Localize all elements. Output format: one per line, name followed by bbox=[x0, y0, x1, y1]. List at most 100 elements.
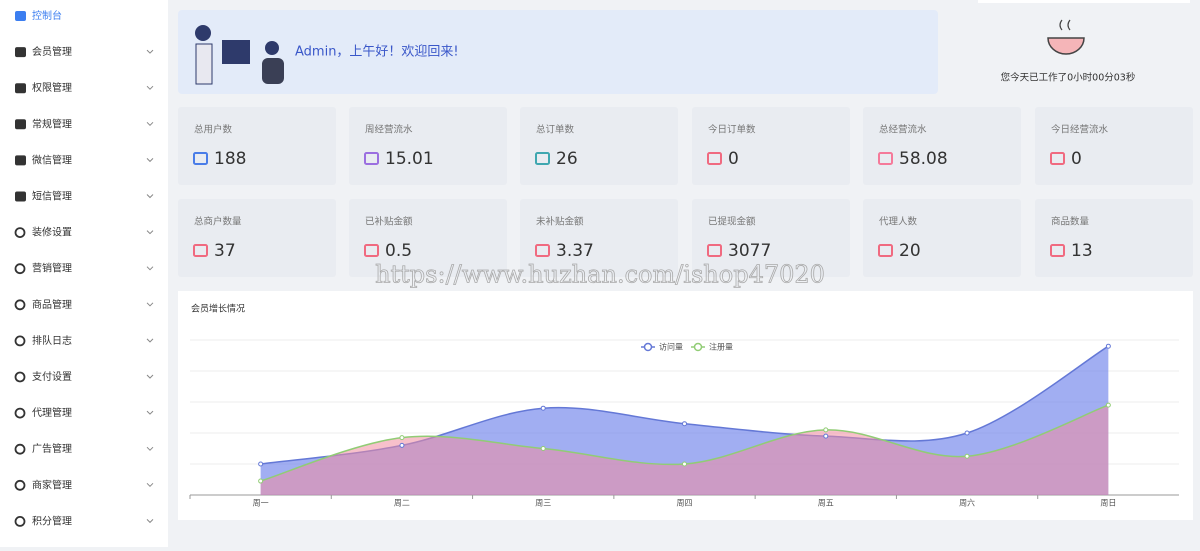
menu-label: 支付设置 bbox=[32, 370, 72, 383]
stat-value: 0.5 bbox=[385, 241, 412, 261]
menu-item[interactable]: 代理管理 bbox=[14, 406, 154, 419]
menu-item[interactable]: 微信管理 bbox=[15, 153, 154, 166]
sidebar bbox=[0, 0, 168, 547]
stat-card: 周经营流水 15.01 bbox=[349, 107, 507, 185]
stat-card-bg bbox=[178, 107, 336, 185]
menu-label: 积分管理 bbox=[32, 514, 72, 527]
point bbox=[823, 427, 829, 433]
chevron bbox=[146, 302, 154, 307]
stat-card: 今日经营流水 0 bbox=[1035, 107, 1193, 185]
point bbox=[399, 435, 405, 441]
menu-item[interactable]: 营销管理 bbox=[14, 262, 154, 275]
stat-label: 已提现金额 bbox=[708, 216, 756, 228]
menu-item[interactable]: 控制台 bbox=[15, 9, 62, 22]
x-tick-label: 周三 bbox=[535, 499, 551, 508]
point bbox=[682, 421, 687, 427]
menu-icon bbox=[15, 155, 26, 166]
stat-icon bbox=[364, 152, 379, 165]
stat-card: 总商户数量 37 bbox=[178, 199, 336, 277]
chevron bbox=[146, 158, 154, 163]
stat-label: 已补贴金额 bbox=[365, 216, 413, 228]
menu-item[interactable]: 短信管理 bbox=[15, 190, 154, 203]
stat-card: 总订单数 26 bbox=[520, 107, 678, 185]
stat-value: 37 bbox=[214, 241, 236, 261]
chevron bbox=[146, 194, 154, 199]
area bbox=[260, 405, 1109, 495]
menu-icon bbox=[14, 227, 26, 239]
chevron bbox=[146, 230, 154, 235]
point bbox=[540, 446, 546, 451]
menu-item[interactable]: 装修设置 bbox=[14, 226, 154, 239]
menu-icon bbox=[14, 479, 26, 491]
point bbox=[1105, 402, 1111, 408]
stat-icon bbox=[878, 152, 893, 165]
stat-value: 13 bbox=[1071, 241, 1093, 261]
stat-card: 代理人数 20 bbox=[863, 199, 1021, 277]
menu-label: 商品管理 bbox=[32, 298, 72, 311]
menu-label: 广告管理 bbox=[32, 442, 72, 455]
stat-card: 总用户数 188 bbox=[178, 107, 336, 185]
menu-item[interactable]: 商家管理 bbox=[14, 478, 154, 491]
menu-icon bbox=[14, 516, 26, 527]
stat-card: 未补贴金额 3.37 bbox=[520, 199, 678, 277]
chevron bbox=[146, 85, 154, 90]
menu-label: 排队日志 bbox=[32, 334, 72, 347]
menu-label: 权限管理 bbox=[32, 81, 72, 94]
stat-card: 已补贴金额 0.5 bbox=[349, 199, 507, 277]
stat-card: 今日订单数 0 bbox=[692, 107, 850, 185]
x-tick-label: 周四 bbox=[677, 499, 693, 508]
legend-label: 访问量 bbox=[659, 342, 683, 352]
stat-label: 总经营流水 bbox=[879, 124, 927, 136]
stat-icon bbox=[193, 244, 208, 257]
menu-item[interactable]: 商品管理 bbox=[14, 298, 154, 311]
timer-text: 您今天已工作了0小时00分03秒 bbox=[1001, 72, 1136, 84]
stat-value: 26 bbox=[556, 149, 578, 169]
menu-label: 常规管理 bbox=[32, 117, 72, 130]
point bbox=[258, 478, 264, 484]
stat-card-bg bbox=[178, 199, 336, 277]
chevron bbox=[146, 446, 154, 451]
stat-icon bbox=[1050, 152, 1065, 165]
menu-item[interactable]: 支付设置 bbox=[14, 370, 154, 383]
illustration-person bbox=[195, 25, 211, 41]
watermark: https://www.huzhan.com/ishop47020 bbox=[375, 261, 825, 289]
stat-card: 总经营流水 58.08 bbox=[863, 107, 1021, 185]
legend-marker bbox=[643, 342, 653, 352]
point bbox=[1105, 343, 1111, 349]
chevron bbox=[146, 49, 154, 54]
stat-label: 未补贴金额 bbox=[536, 216, 584, 228]
point bbox=[258, 461, 264, 467]
greeting: Admin，上午好！欢迎回来! bbox=[295, 45, 459, 60]
menu-item[interactable]: 常规管理 bbox=[15, 117, 154, 130]
menu-item[interactable]: 排队日志 bbox=[14, 334, 154, 347]
chevron bbox=[146, 410, 154, 415]
stat-card-bg bbox=[520, 199, 678, 277]
tea-steam bbox=[1059, 19, 1071, 31]
x-tick-label: 周日 bbox=[1100, 499, 1116, 508]
menu-item[interactable]: 权限管理 bbox=[15, 81, 154, 94]
stat-label: 今日经营流水 bbox=[1051, 124, 1109, 136]
stat-label: 总订单数 bbox=[536, 124, 575, 136]
stat-icon bbox=[878, 244, 893, 257]
menu-item[interactable]: 积分管理 bbox=[14, 514, 154, 527]
point bbox=[823, 433, 829, 439]
stat-label: 代理人数 bbox=[879, 216, 918, 228]
stat-icon bbox=[535, 244, 550, 257]
stat-value: 0 bbox=[1071, 149, 1082, 169]
menu-item[interactable]: 广告管理 bbox=[14, 442, 154, 455]
menu-label: 装修设置 bbox=[32, 226, 72, 239]
menu-label: 短信管理 bbox=[32, 190, 72, 203]
x-tick-label: 周六 bbox=[959, 498, 975, 508]
stat-card-bg bbox=[349, 107, 507, 185]
x-tick-label: 周二 bbox=[394, 499, 410, 508]
menu-item[interactable]: 会员管理 bbox=[15, 45, 154, 58]
stat-card-bg bbox=[349, 199, 507, 277]
illustration-person bbox=[265, 41, 279, 55]
stat-icon bbox=[535, 152, 550, 165]
chevron bbox=[146, 374, 154, 379]
stat-value: 58.08 bbox=[899, 149, 948, 169]
stat-label: 总用户数 bbox=[194, 124, 233, 136]
point bbox=[540, 405, 546, 411]
